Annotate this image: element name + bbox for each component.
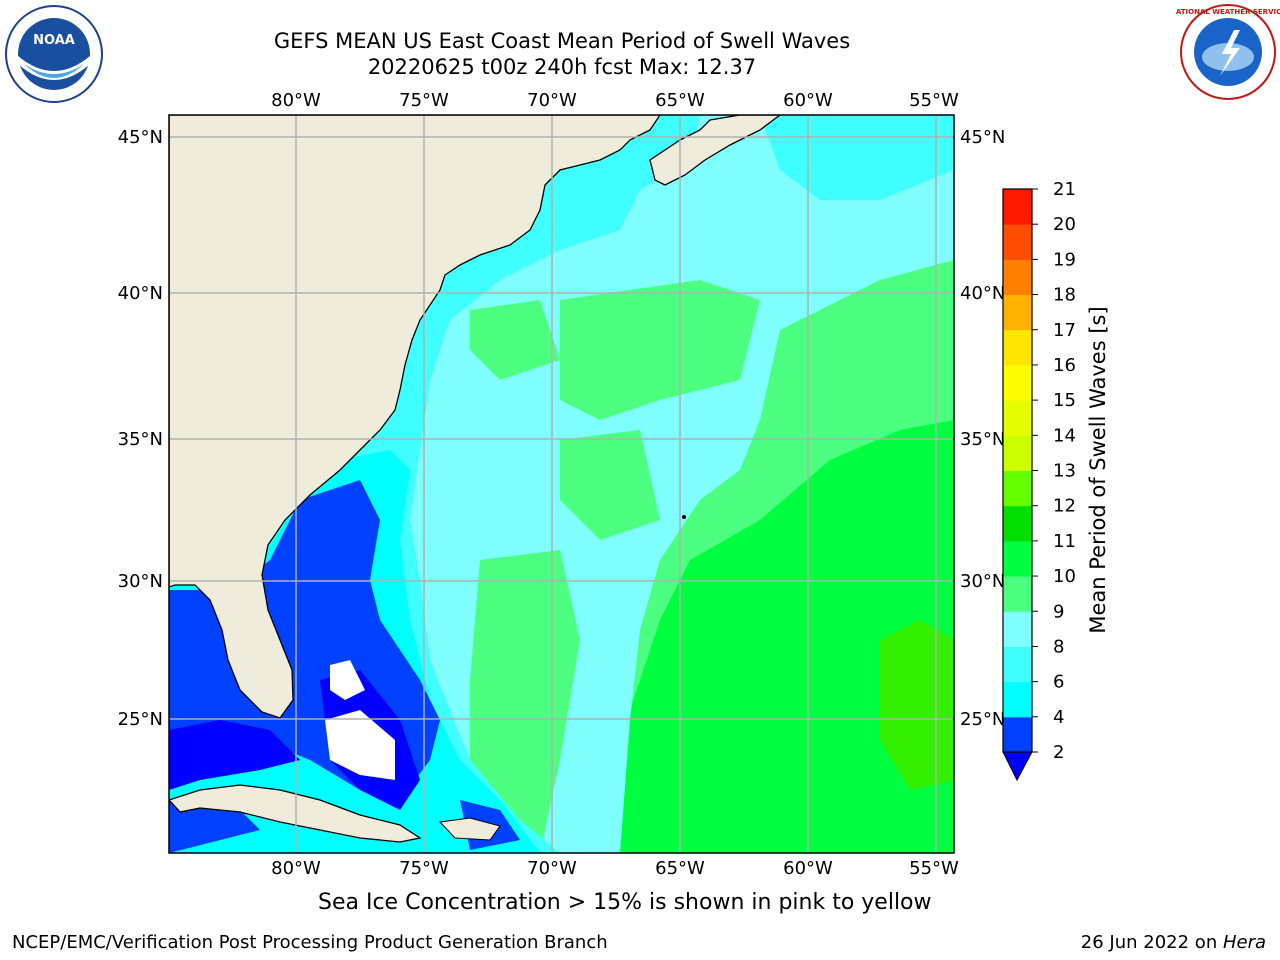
colorbar-tick-label: 13 xyxy=(1053,461,1076,482)
field-region-9d xyxy=(560,430,660,540)
colorbar-segment xyxy=(1003,294,1032,331)
island-mask xyxy=(330,660,365,700)
land-nova-scotia xyxy=(649,115,782,186)
colorbar-segment xyxy=(1003,329,1032,366)
field-region-9c xyxy=(470,300,560,380)
chart-subtitle-line: 20220625 t00z 240h fcst Max: 12.37 xyxy=(367,55,757,79)
lon-label-bottom: 80°W xyxy=(271,858,321,879)
lon-label-bottom: 60°W xyxy=(783,858,833,879)
footer-date: 26 Jun 2022 on Hera xyxy=(1081,932,1266,953)
lon-label-top: 65°W xyxy=(655,90,705,111)
noaa-logo: NOAA xyxy=(5,5,103,103)
colorbar-segment xyxy=(1003,259,1032,296)
lat-label-right: 30°N xyxy=(960,571,1005,592)
chart-title: GEFS MEAN US East Coast Mean Period of S… xyxy=(273,29,851,53)
colorbar-segments xyxy=(1003,189,1032,753)
colorbar-tick-label: 11 xyxy=(1053,531,1076,552)
lon-label-top: 80°W xyxy=(271,90,321,111)
field-region-4b xyxy=(169,800,260,853)
colorbar-tick-label: 15 xyxy=(1053,390,1076,411)
noaa-logo-text: NOAA xyxy=(33,33,75,48)
graticule xyxy=(169,115,954,853)
lat-label-left: 25°N xyxy=(118,709,163,730)
colorbar-tick-label: 2 xyxy=(1053,742,1064,763)
colorbar-tick-label: 17 xyxy=(1053,320,1076,341)
colorbar-tick-label: 16 xyxy=(1053,355,1076,376)
colorbar-tick-label: 21 xyxy=(1053,179,1076,200)
lon-label-bottom: 65°W xyxy=(655,858,705,879)
field-region-2 xyxy=(169,720,300,790)
lat-label-left: 45°N xyxy=(118,127,163,148)
colorbar-tick-label: 12 xyxy=(1053,496,1076,517)
colorbar-tick-label: 19 xyxy=(1053,249,1076,270)
land-hispaniola xyxy=(438,817,501,841)
colorbar-segment xyxy=(1003,189,1032,225)
colorbar-tick-label: 9 xyxy=(1053,601,1064,622)
colorbar-tick-label: 20 xyxy=(1053,214,1076,235)
colorbar-segment xyxy=(1003,611,1032,647)
colorbar-tick-label: 6 xyxy=(1053,672,1064,693)
colorbar-tick-label: 14 xyxy=(1053,425,1076,446)
island-mask-b xyxy=(325,710,395,780)
nws-logo: NATIONAL WEATHER SERVICE xyxy=(1176,4,1280,100)
colorbar-extend-triangle xyxy=(1002,751,1033,782)
lat-label-left: 30°N xyxy=(118,571,163,592)
colorbar-segment xyxy=(1003,224,1032,260)
colorbar-segment xyxy=(1003,435,1032,471)
lat-label-right: 45°N xyxy=(960,127,1005,148)
colorbar-tick-label: 10 xyxy=(1053,566,1076,587)
lon-label-bottom: 70°W xyxy=(527,858,577,879)
lon-label-top: 55°W xyxy=(909,90,959,111)
colorbar-segment xyxy=(1003,540,1032,577)
map-frame xyxy=(168,114,955,854)
lon-label-top: 70°W xyxy=(527,90,577,111)
colorbar-segment xyxy=(1003,646,1032,683)
land-cuba xyxy=(169,784,422,843)
lon-label-top: 75°W xyxy=(399,90,449,111)
lat-label-left: 35°N xyxy=(118,429,163,450)
land-north-america xyxy=(169,115,661,719)
colorbar-segment xyxy=(1003,400,1032,436)
footer-credit: NCEP/EMC/Verification Post Processing Pr… xyxy=(12,932,608,953)
sea-ice-note: Sea Ice Concentration > 15% is shown in … xyxy=(318,890,932,915)
colorbar-segment xyxy=(1003,470,1032,507)
colorbar-segment xyxy=(1003,716,1032,753)
colorbar-segment xyxy=(1003,681,1032,718)
nws-logo-text: NATIONAL WEATHER SERVICE xyxy=(1176,8,1280,16)
lon-label-top: 60°W xyxy=(783,90,833,111)
colorbar-label: Mean Period of Swell Waves [s] xyxy=(1086,306,1110,634)
lat-label-right: 35°N xyxy=(960,429,1005,450)
colorbar-tick-label: 4 xyxy=(1053,707,1064,728)
colorbar-ticks: 2 4 6 8 9 10 11 12 13 14 15 16 17 18 19 20 21 xyxy=(1032,179,1076,763)
colorbar-tick-label: 8 xyxy=(1053,636,1064,657)
colorbar-segment xyxy=(1003,576,1032,612)
land-bermuda xyxy=(682,515,686,519)
lat-label-right: 40°N xyxy=(960,283,1005,304)
footer-date-text: 26 Jun 2022 on xyxy=(1080,932,1223,953)
footer-host: Hera xyxy=(1222,932,1266,953)
field-region-11 xyxy=(600,420,954,853)
lat-label-left: 40°N xyxy=(118,283,163,304)
lat-label-right: 25°N xyxy=(960,709,1005,730)
colorbar-segment xyxy=(1003,364,1032,401)
lon-label-bottom: 75°W xyxy=(399,858,449,879)
field-region-9b xyxy=(560,280,760,420)
lon-label-bottom: 55°W xyxy=(909,858,959,879)
colorbar-segment xyxy=(1003,505,1032,542)
colorbar-tick-label: 18 xyxy=(1053,285,1076,306)
